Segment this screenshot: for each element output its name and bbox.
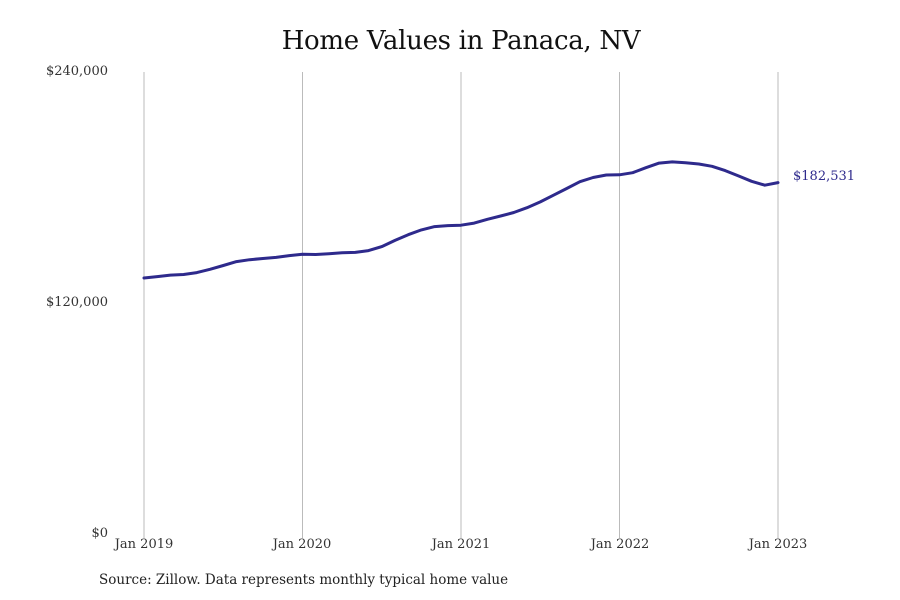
source-note: Source: Zillow. Data represents monthly … [99,572,509,588]
vertical-gridlines [143,72,779,538]
chart-title: Home Values in Panaca, NV [281,26,641,56]
y-tick-0: $0 [91,526,108,541]
x-tick-jan-2020: Jan 2020 [272,537,332,552]
home-value-line [142,160,780,280]
x-tick-jan-2023: Jan 2023 [748,537,808,552]
x-tick-jan-2021: Jan 2021 [431,537,491,552]
y-tick-120000: $120,000 [45,295,108,310]
end-value-label: $182,531 [793,169,856,184]
x-tick-jan-2022: Jan 2022 [590,537,650,552]
x-tick-jan-2019: Jan 2019 [114,537,174,552]
y-tick-240000: $240,000 [45,64,108,79]
